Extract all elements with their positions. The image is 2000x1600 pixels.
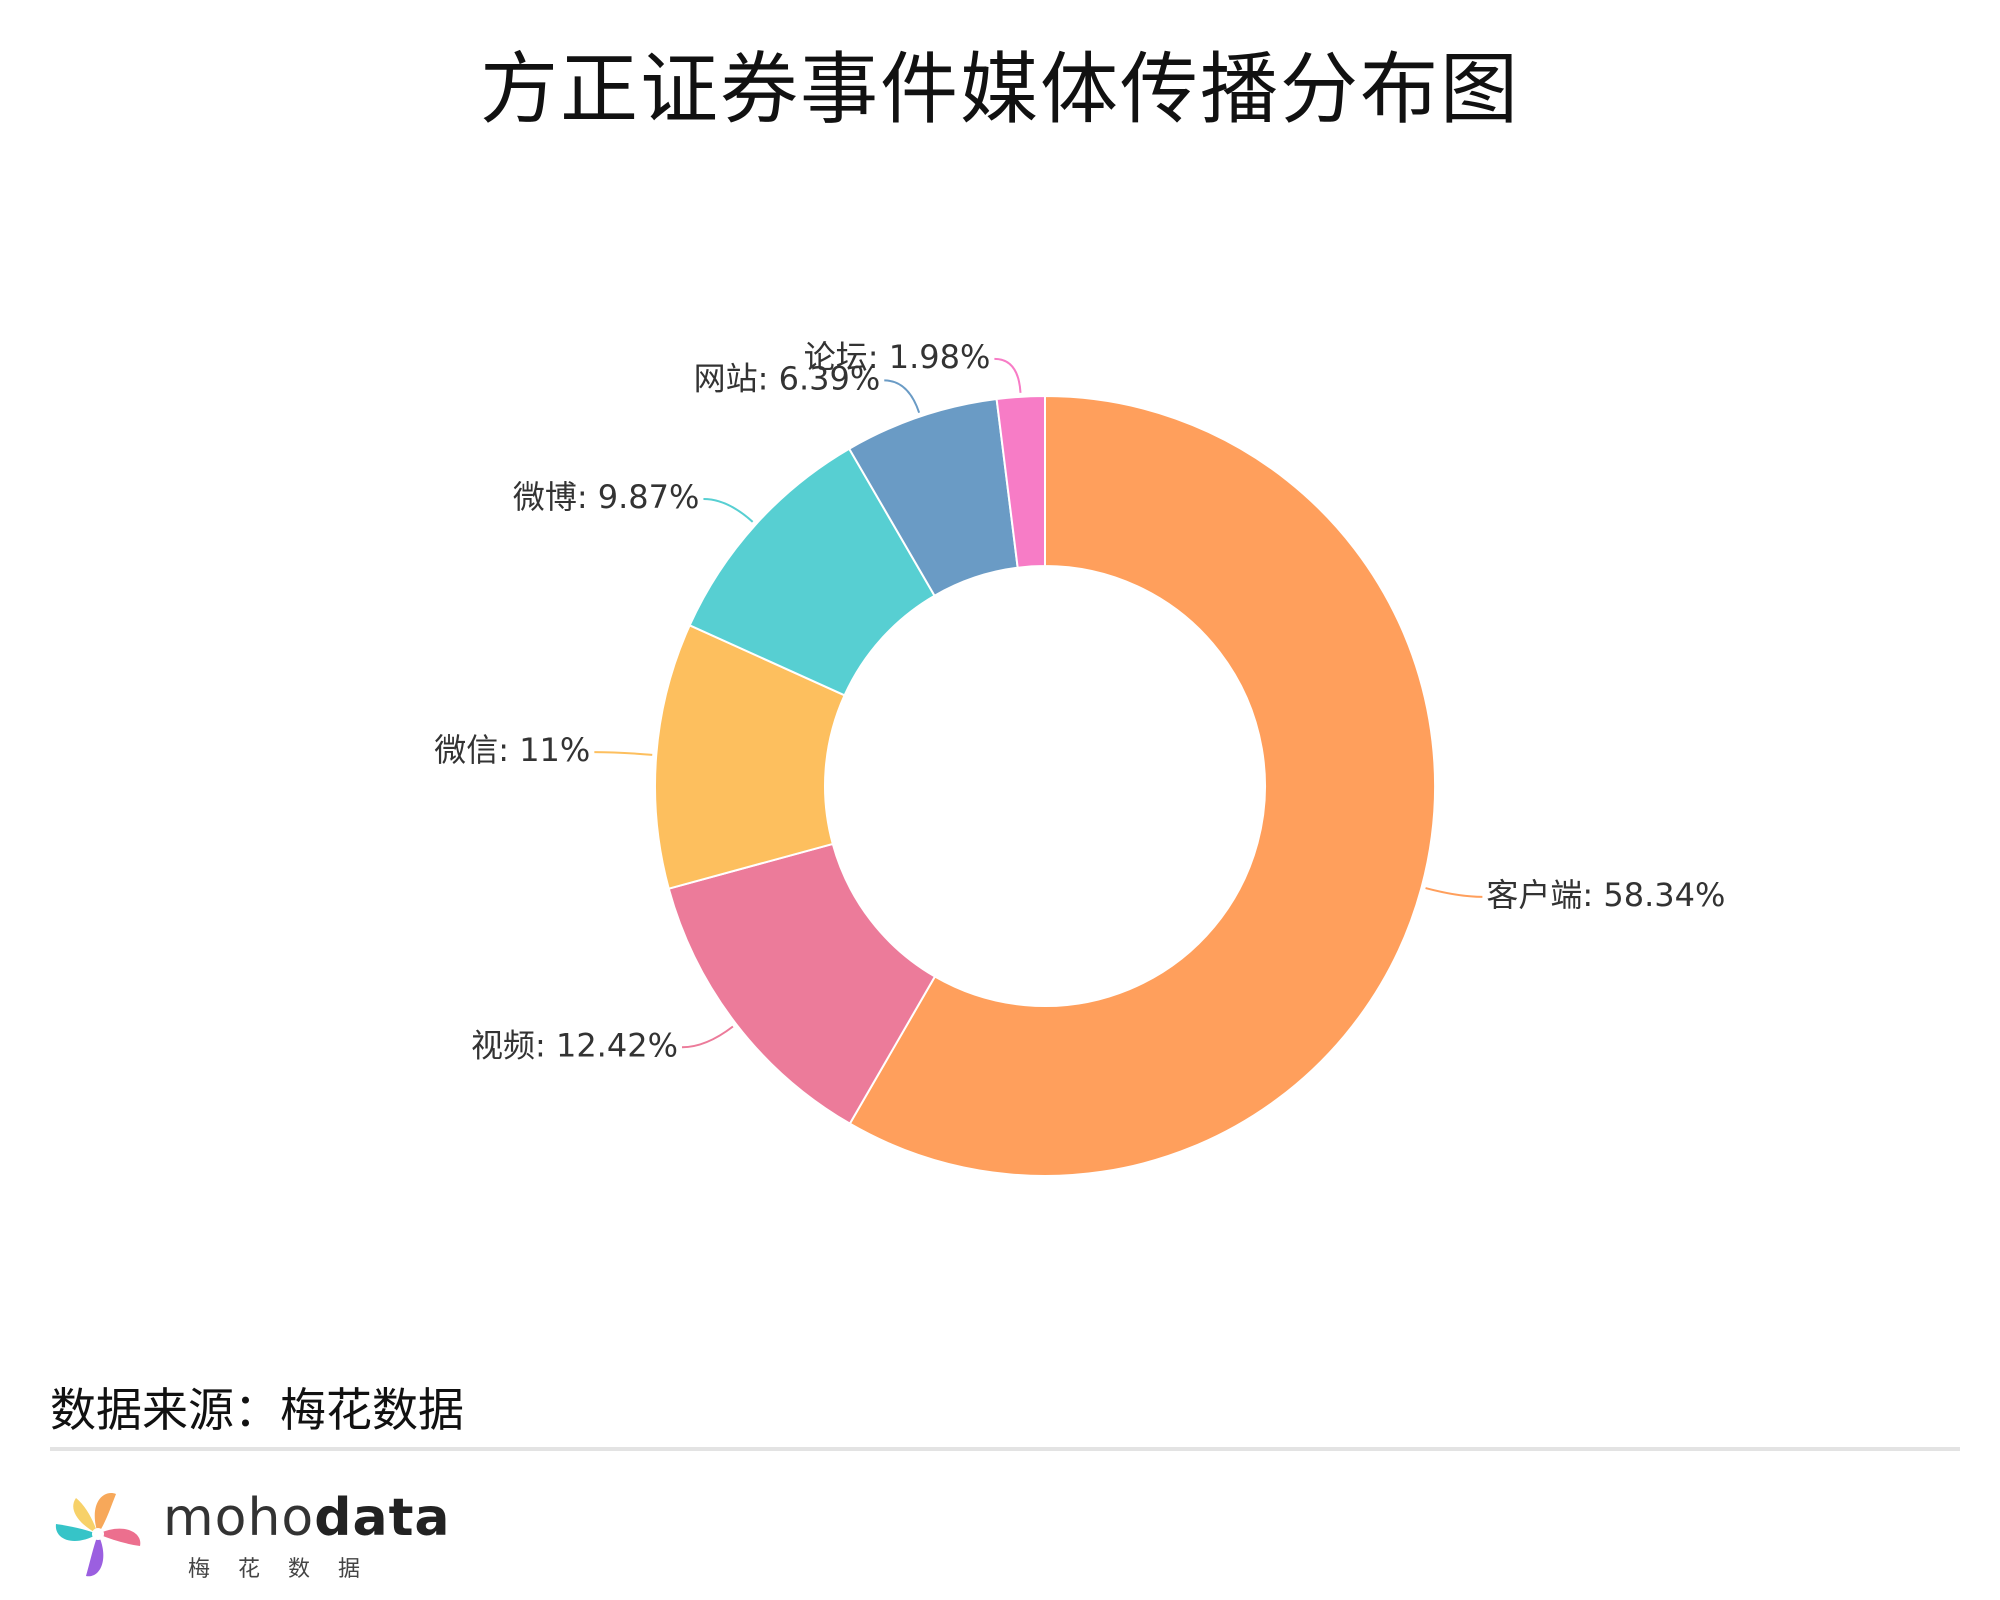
brand-name: mohodata [163,1488,451,1548]
pinwheel-logo-icon [55,1493,141,1577]
data-label-3: 微博: 9.87% [513,478,700,516]
data-label-2: 微信: 11% [434,731,590,769]
data-labels-group: 客户端: 58.34% 视频: 12.42% 微信: 11% 微博: 9.87% 网站:… [434,338,1725,1064]
data-label-5: 论坛: 1.98% [804,338,991,376]
leader-line-1 [681,1025,734,1049]
brand-subtitle: 梅花数据 [188,1557,389,1582]
leader-line-3 [703,498,754,523]
slice-5 [995,394,1046,569]
data-source-note: 数据来源：梅花数据 [50,1383,464,1437]
slices-group [654,394,1436,1177]
chart-title: 方正证券事件媒体传播分布图 [479,45,1520,135]
slice-0 [848,394,1436,1177]
slice-1 [667,842,937,1126]
leader-line-0 [1425,887,1483,898]
leader-lines-group [594,357,1483,1049]
data-label-1: 视频: 12.42% [471,1026,678,1064]
leader-line-4 [884,379,921,413]
data-label-4: 网站: 6.39% [694,359,881,397]
brand-logo: mohodata 梅花数据 [48,1480,450,1590]
donut-chart: 客户端: 58.34% 视频: 12.42% 微信: 11% 微博: 9.87% 网站:… [434,338,1725,1177]
leader-line-5 [994,357,1022,393]
brand-name-bold: data [314,1488,451,1548]
brand-name-light: moho [163,1488,315,1548]
leader-line-2 [594,751,653,756]
data-label-0: 客户端: 58.34% [1486,876,1725,914]
footer-divider [50,1447,1960,1451]
